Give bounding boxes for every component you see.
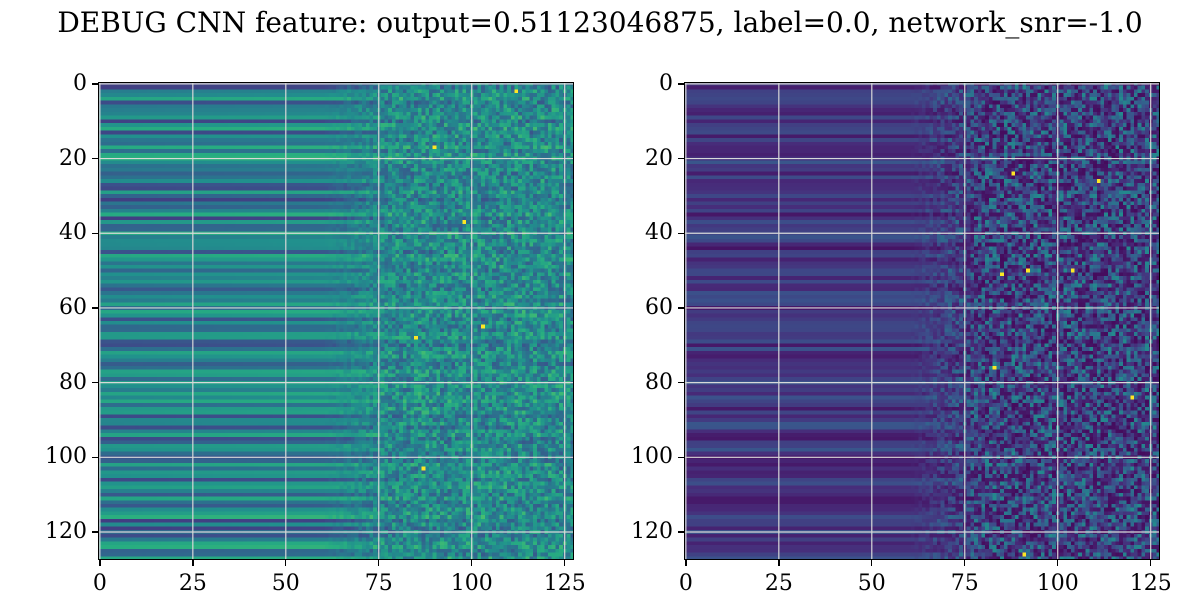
x-tick-label-left: 125 — [543, 571, 586, 596]
y-tick-label-left: 40 — [59, 220, 87, 246]
y-tick-mark-right — [678, 83, 684, 85]
x-tick-mark-left — [378, 560, 380, 566]
x-tick-label-right: 125 — [1129, 571, 1172, 596]
heatmap-panel-right: 0 25 50 75 100 125 0 20 40 60 80 100 120 — [631, 72, 1172, 594]
y-tick-mark-left — [92, 381, 98, 384]
x-tick-label-right: 100 — [1036, 571, 1079, 596]
y-tick-label-right: 40 — [645, 220, 673, 246]
y-tick-mark-left — [92, 232, 98, 234]
y-tick-label-right: 120 — [631, 518, 673, 544]
x-tick-label-right: 25 — [764, 571, 793, 596]
gridlines-right — [684, 82, 1160, 560]
y-tick-mark-left — [92, 456, 98, 458]
x-tick-mark-left — [285, 560, 287, 566]
axes-frame-right — [684, 82, 1160, 560]
x-tick-mark-right — [964, 560, 966, 566]
x-tick-label-right: 0 — [678, 571, 693, 596]
y-tick-mark-right — [678, 232, 684, 234]
gridlines-left — [98, 82, 574, 560]
y-tick-mark-right — [678, 531, 684, 533]
x-tick-label-left: 0 — [92, 571, 107, 596]
x-tick-mark-left — [99, 560, 101, 566]
x-tick-label-left: 25 — [178, 571, 207, 596]
x-tick-mark-right — [778, 560, 780, 566]
x-tick-label-right: 50 — [857, 571, 886, 596]
y-tick-label-left: 20 — [59, 145, 87, 171]
y-tick-mark-right — [678, 381, 684, 384]
y-tick-label-left: 120 — [45, 518, 87, 544]
y-tick-label-right: 0 — [659, 70, 673, 96]
y-tick-mark-left — [92, 307, 98, 309]
y-tick-label-left: 0 — [73, 70, 87, 96]
y-tick-label-left: 60 — [59, 294, 87, 320]
figure-title: DEBUG CNN feature: output=0.51123046875,… — [57, 6, 1143, 39]
y-tick-mark-right — [678, 456, 684, 458]
x-tick-mark-right — [1150, 560, 1152, 566]
y-tick-label-right: 20 — [645, 145, 673, 171]
heatmap-image-left — [98, 82, 574, 560]
x-tick-mark-right — [1057, 560, 1059, 566]
heatmap-image-right — [684, 82, 1160, 560]
y-tick-mark-left — [92, 531, 98, 533]
y-tick-mark-right — [678, 307, 684, 309]
x-tick-mark-left — [471, 560, 473, 566]
x-tick-mark-right — [685, 560, 687, 566]
y-tick-label-right: 100 — [631, 444, 673, 470]
heatmap-panel-left: 0 25 50 75 100 125 0 20 40 60 80 100 120 — [45, 72, 586, 594]
y-tick-mark-right — [678, 157, 684, 160]
y-tick-label-left: 80 — [59, 369, 87, 395]
x-tick-mark-right — [871, 560, 873, 566]
y-tick-mark-left — [92, 83, 98, 85]
x-tick-mark-left — [564, 560, 566, 566]
x-tick-label-right: 75 — [950, 571, 979, 596]
y-tick-label-left: 100 — [45, 444, 87, 470]
y-tick-label-right: 80 — [645, 369, 673, 395]
axes-frame-left — [98, 82, 574, 560]
y-tick-mark-left — [92, 157, 98, 160]
x-tick-label-left: 50 — [271, 571, 300, 596]
y-tick-label-right: 60 — [645, 294, 673, 320]
x-tick-mark-left — [192, 560, 194, 566]
x-tick-label-left: 75 — [364, 571, 393, 596]
x-tick-label-left: 100 — [450, 571, 493, 596]
